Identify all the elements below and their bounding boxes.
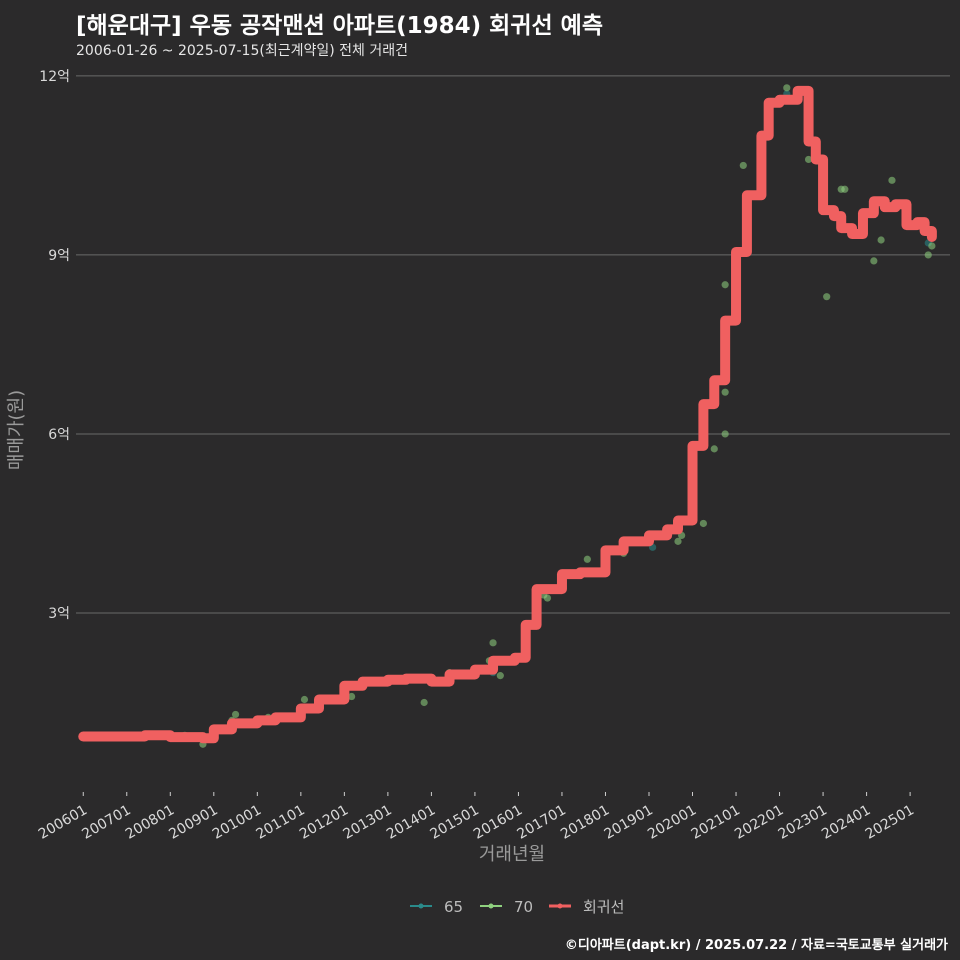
x-axis-title: 거래년월 xyxy=(479,844,545,865)
x-tick-label: 201601 xyxy=(471,802,525,843)
scatter-point-70 xyxy=(739,161,747,170)
y-axis-ticks: 3억 6억 9억 12억 xyxy=(39,69,70,622)
scatter-point-70 xyxy=(804,155,813,164)
y-tick-label: 3억 xyxy=(48,606,70,622)
scatter-point-70 xyxy=(489,639,497,647)
x-tick-label: 200801 xyxy=(123,802,177,843)
x-tick-label: 201301 xyxy=(340,802,394,843)
x-tick-label: 201701 xyxy=(515,802,569,843)
y-tick-label: 9억 xyxy=(48,248,70,264)
y-tick-label: 12억 xyxy=(39,69,70,85)
scatter-point-70 xyxy=(783,84,791,92)
credit-text: ©디아파트(dapt.kr) / 2025.07.22 / 자료=국토교통부 실… xyxy=(564,938,948,953)
x-tick-label: 200601 xyxy=(36,802,90,843)
x-tick-label: 200701 xyxy=(79,802,133,843)
scatter-point-70 xyxy=(231,710,240,719)
scatter-point-70 xyxy=(870,257,878,265)
scatter-point-70 xyxy=(348,692,356,701)
x-tick-label: 201901 xyxy=(602,802,656,843)
x-tick-label: 202001 xyxy=(645,802,699,843)
x-tick-label: 201801 xyxy=(558,802,612,843)
x-tick-label: 201001 xyxy=(210,802,264,843)
scatter-point-70 xyxy=(583,555,591,563)
scatter-point-70 xyxy=(710,445,718,453)
scatter-point-70 xyxy=(877,236,885,244)
scatter-point-70 xyxy=(924,251,932,259)
legend-label: 70 xyxy=(514,898,533,916)
chart-title: [해운대구] 우동 공작맨션 아파트(1984) 회귀선 예측 xyxy=(76,13,603,39)
legend-label: 65 xyxy=(444,898,463,916)
y-tick-label: 6억 xyxy=(48,427,70,443)
regression-line xyxy=(78,85,937,744)
scatter-point-70 xyxy=(699,519,707,528)
x-tick-label: 202101 xyxy=(689,802,743,843)
x-tick-label: 201501 xyxy=(428,802,482,843)
legend-swatch-dot xyxy=(418,903,424,909)
x-tick-label: 202301 xyxy=(776,802,830,843)
x-tick-label: 200901 xyxy=(166,802,220,843)
scatter-point-70 xyxy=(928,242,936,250)
scatter-point-70 xyxy=(841,185,849,193)
scatter-point-70 xyxy=(543,594,552,602)
x-tick-label: 201201 xyxy=(297,802,351,843)
scatter-point-70 xyxy=(721,388,729,396)
scatter-point-70 xyxy=(496,672,504,680)
scatter-point-70 xyxy=(721,281,729,289)
legend-label: 회귀선 xyxy=(583,898,624,916)
x-tick-label: 202201 xyxy=(732,802,786,843)
x-tick-label: 202401 xyxy=(819,802,873,843)
scatter-point-70 xyxy=(300,695,309,704)
scatter-point-70 xyxy=(721,430,729,438)
chart-subtitle: 2006-01-26 ~ 2025-07-15(최근계약일) 전체 거래건 xyxy=(76,43,408,59)
legend-swatch-dot xyxy=(488,903,494,909)
x-tick-label: 201101 xyxy=(253,802,307,843)
grid-lines xyxy=(76,75,950,614)
legend-swatch-dot xyxy=(557,903,563,909)
scatter-point-70 xyxy=(888,176,896,184)
x-tick-label: 202501 xyxy=(863,802,917,843)
scatter-point-70 xyxy=(420,698,428,707)
regression-line-group xyxy=(78,85,937,744)
x-tick-label: 201401 xyxy=(384,802,438,843)
scatter-point-70 xyxy=(674,537,682,545)
y-axis-title: 매매가(원) xyxy=(6,390,27,470)
x-axis-ticks: 2006012007012008012009012010012011012012… xyxy=(36,792,917,843)
legend: 65 70 회귀선 xyxy=(410,898,624,916)
scatter-point-70 xyxy=(823,293,831,301)
